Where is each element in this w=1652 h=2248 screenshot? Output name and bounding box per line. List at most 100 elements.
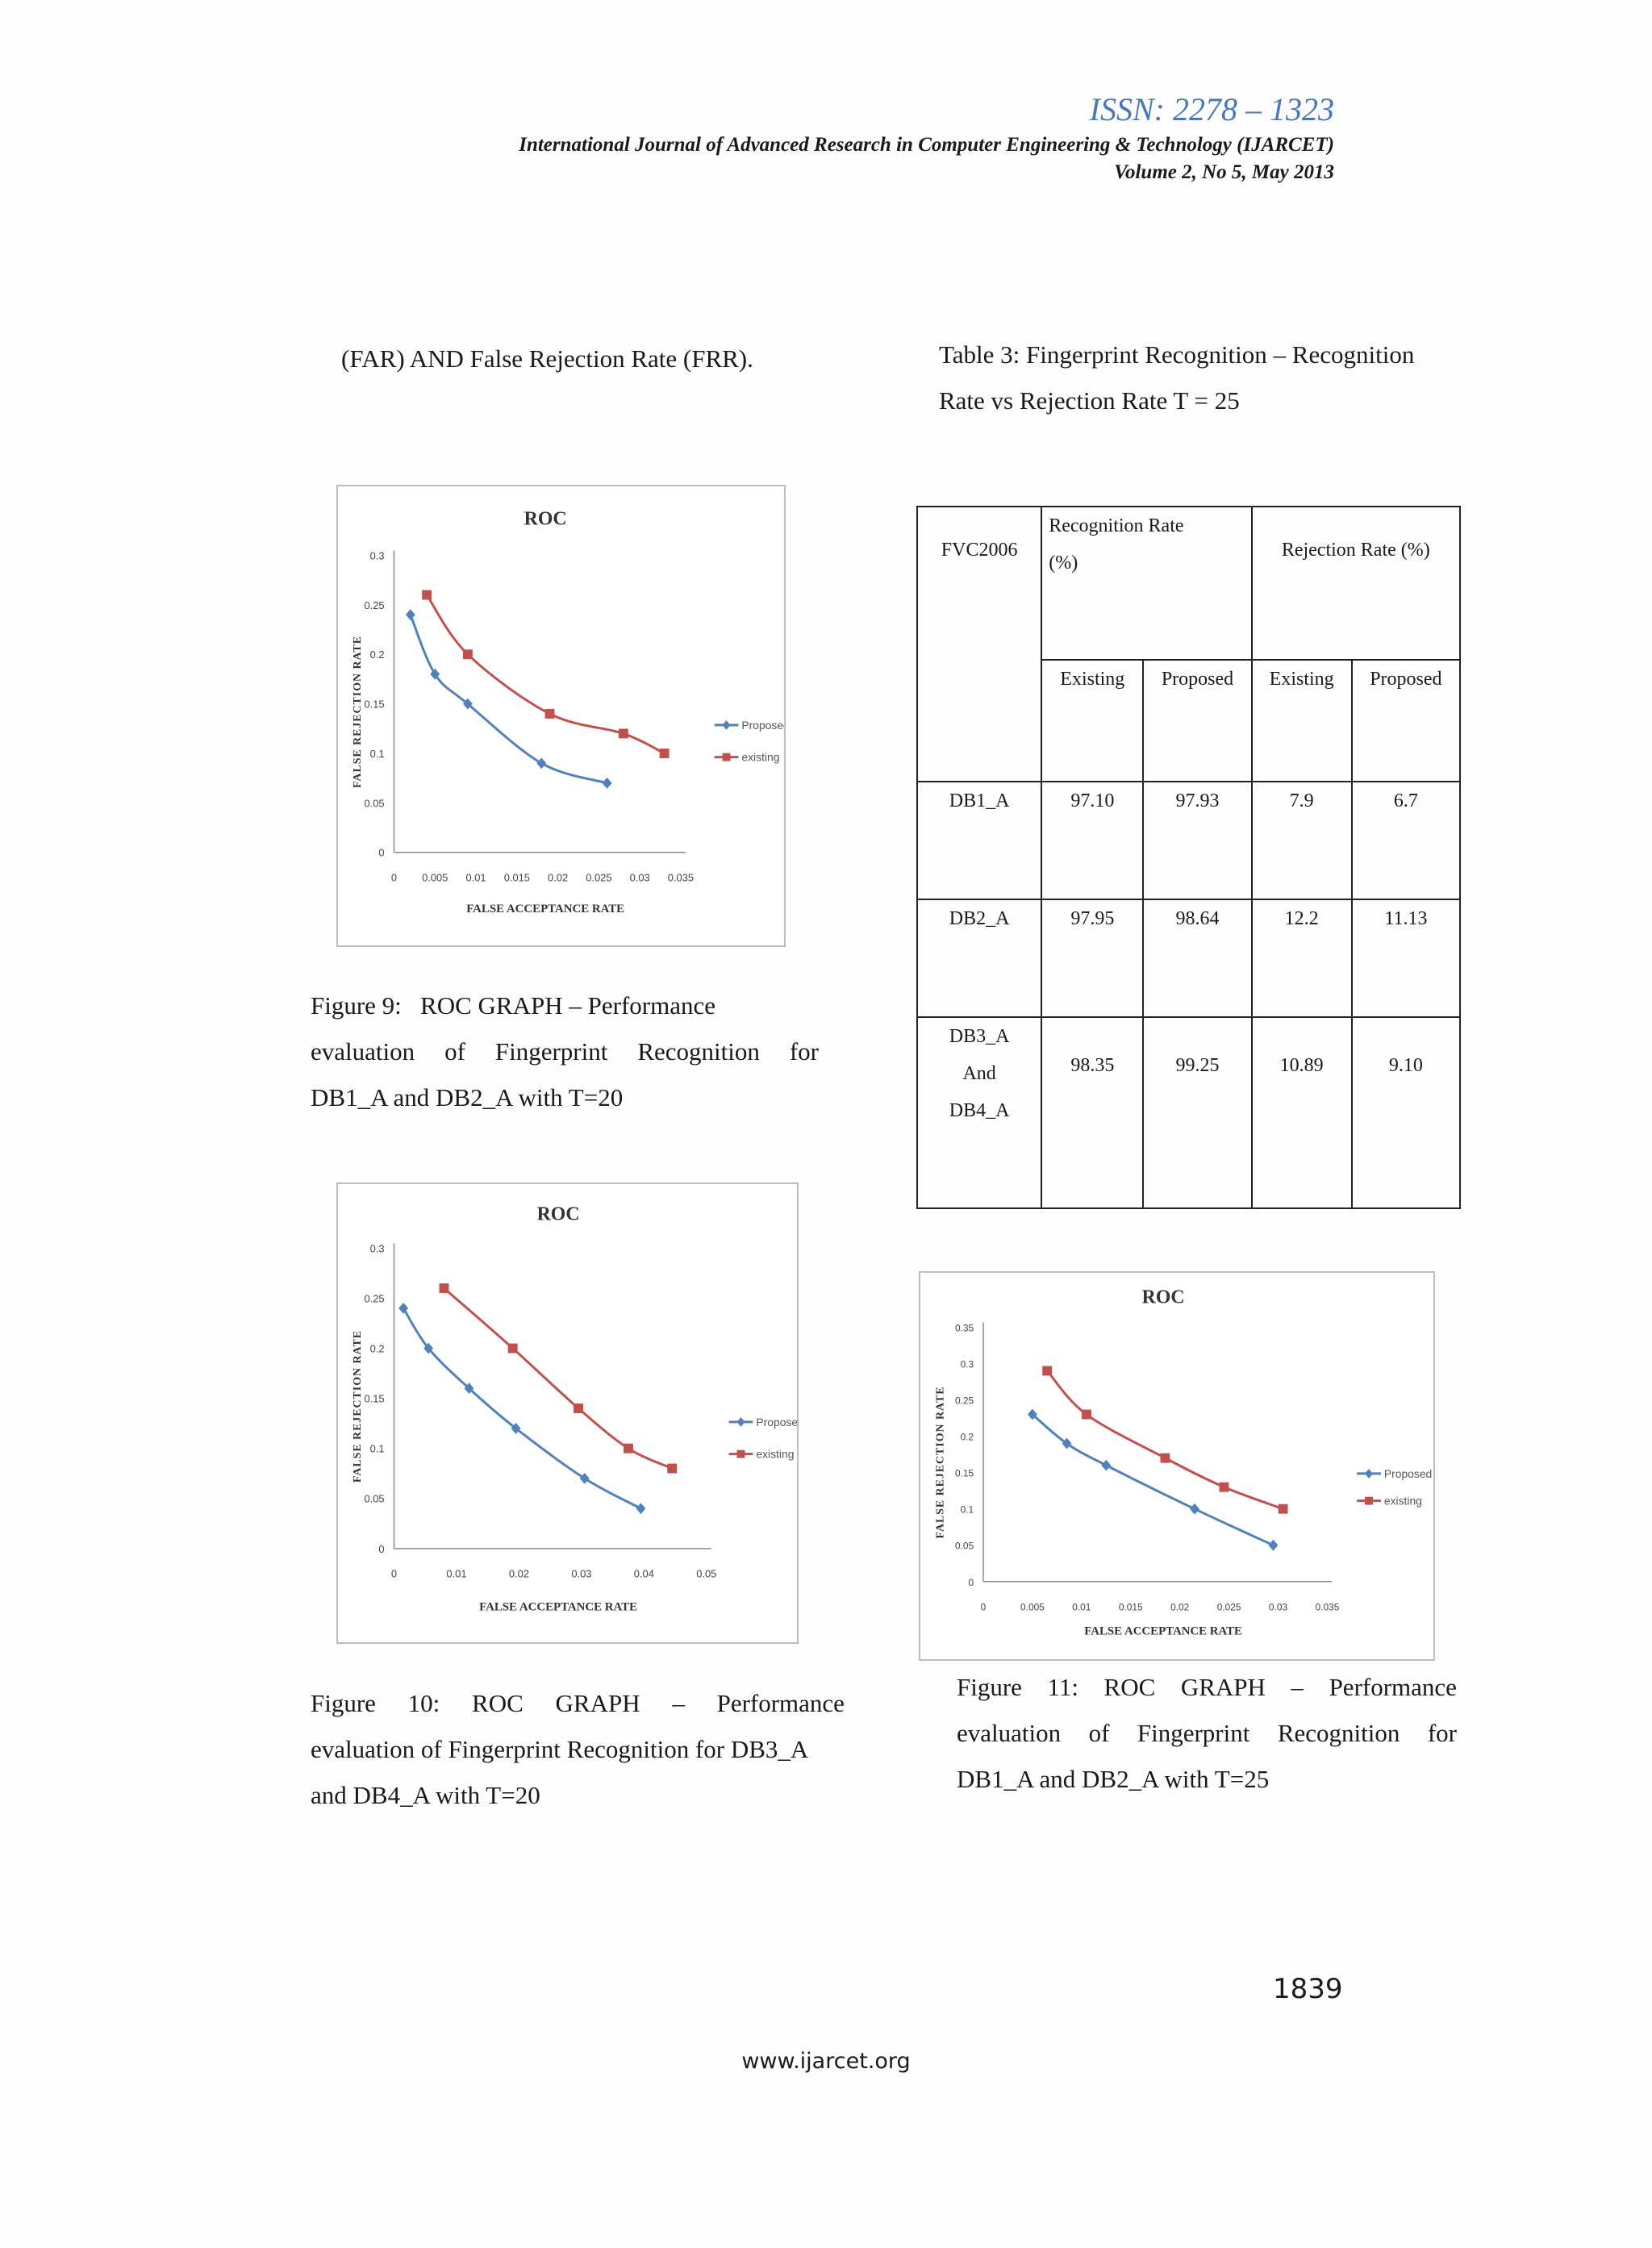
- table-row: DB2_A 97.95 98.64 12.2 11.13: [916, 899, 1462, 1019]
- data-point-proposed: [1101, 1459, 1112, 1471]
- x-tick-label: 0.01: [1072, 1602, 1091, 1613]
- data-point-existing: [574, 1403, 583, 1413]
- fig10-caption-line-2: evaluation of Fingerprint Recognition fo…: [311, 1735, 809, 1763]
- fig10-caption-line-1: Figure 10: ROC GRAPH – Performance: [311, 1689, 845, 1717]
- data-point-existing: [507, 1343, 518, 1353]
- roc-chart-fig11: ROC 0 0.005 0.01 0.015 0.02 0.025 0.03 0.035 0 0.0…: [934, 1287, 1432, 1638]
- x-tick-label: 0.02: [509, 1568, 529, 1580]
- data-point-proposed: [1268, 1539, 1279, 1551]
- table-caption: Table 3: Fingerprint Recognition – Recog…: [939, 332, 1457, 423]
- table-row-label: DB2_A: [916, 899, 1043, 1019]
- table-cell: 97.93: [1142, 780, 1253, 901]
- table-cell: 11.13: [1350, 899, 1462, 1019]
- fig11-caption-line-3: DB1_A and DB2_A with T=25: [957, 1765, 1270, 1793]
- y-tick-label: 0.2: [370, 649, 385, 661]
- table-cell: 12.2: [1250, 899, 1353, 1019]
- table-cell: 9.10: [1350, 1016, 1462, 1209]
- x-tick-label: 0.04: [634, 1568, 654, 1580]
- y-tick-label: 0.3: [961, 1358, 974, 1370]
- series-line-existing: [425, 594, 665, 755]
- data-point-proposed: [511, 1422, 521, 1434]
- table-cell: 10.89: [1250, 1016, 1353, 1209]
- x-axis-label: FALSE ACCEPTANCE RATE: [466, 903, 624, 915]
- table-sub-header: Proposed: [1142, 659, 1253, 782]
- fig9-caption-line-2: evaluation of Fingerprint Recognition for: [311, 1037, 819, 1066]
- y-tick-label: 0.15: [365, 1393, 385, 1405]
- fig10-caption-line-3: and DB4_A with T=20: [311, 1781, 540, 1809]
- legend-marker-existing: [1365, 1496, 1373, 1505]
- data-point-existing: [1219, 1482, 1229, 1492]
- legend-label-proposed: Proposed: [1384, 1467, 1432, 1480]
- data-point-proposed: [1062, 1437, 1072, 1449]
- table-caption-line-2: Rate vs Rejection Rate T = 25: [939, 386, 1240, 415]
- data-point-proposed: [1190, 1503, 1199, 1515]
- chart-title: ROC: [524, 509, 567, 530]
- data-point-proposed: [602, 777, 612, 789]
- x-tick-label: 0.015: [1119, 1602, 1143, 1613]
- x-tick-label: 0.03: [630, 872, 650, 884]
- page-number: 1839: [1273, 1973, 1343, 2005]
- table-cell: 7.9: [1250, 780, 1353, 901]
- x-tick-label: 0.05: [696, 1568, 716, 1580]
- series-line-proposed: [1031, 1413, 1274, 1547]
- y-tick-label: 0.05: [364, 797, 384, 809]
- y-tick-label: 0.2: [961, 1432, 974, 1443]
- x-tick-label: 0: [981, 1602, 987, 1613]
- data-point-existing: [439, 1283, 449, 1294]
- table-cell: 98.35: [1041, 1016, 1145, 1209]
- y-tick-label: 0.25: [955, 1395, 974, 1407]
- table-row-label-line: DB4_A: [949, 1100, 1010, 1122]
- fig11-caption-line-2: evaluation of Fingerprint Recognition for: [957, 1719, 1457, 1747]
- x-tick-label: 0: [391, 872, 397, 884]
- y-tick-label: 0: [378, 1543, 384, 1555]
- legend-label-proposed: Proposed: [756, 1416, 797, 1428]
- data-point-proposed: [579, 1472, 590, 1484]
- table-cell: 97.95: [1041, 899, 1145, 1019]
- table-3: FVC2006 Recognition Rate (%) Rejection R…: [916, 505, 1462, 1209]
- table-row-label: DB3_A And DB4_A: [916, 1016, 1043, 1209]
- chart-title: ROC: [537, 1204, 580, 1225]
- x-tick-label: 0.005: [1020, 1602, 1045, 1613]
- y-tick-label: 0.25: [364, 599, 384, 611]
- legend-marker-proposed: [722, 719, 731, 730]
- data-point-proposed: [1027, 1408, 1037, 1420]
- y-tick-label: 0: [968, 1577, 974, 1588]
- y-tick-label: 0.1: [370, 1443, 385, 1455]
- legend-label-existing: existing: [741, 751, 779, 764]
- legend-label-existing: existing: [1384, 1495, 1422, 1508]
- data-point-proposed: [636, 1503, 646, 1515]
- figure-10-caption: Figure 10: ROC GRAPH – Performance evaluation…: [311, 1680, 845, 1818]
- y-tick-label: 0.05: [365, 1493, 385, 1505]
- y-axis-label: FALSE REJECTION RATE: [934, 1387, 946, 1539]
- data-point-existing: [462, 649, 473, 660]
- data-point-existing: [1042, 1366, 1053, 1376]
- table-group-recognition: Recognition Rate (%): [1041, 505, 1253, 661]
- y-tick-label: 0.2: [370, 1343, 385, 1355]
- x-tick-label: 0.03: [571, 1568, 591, 1580]
- table-group-rejection-label: Rejection Rate (%): [1281, 540, 1430, 561]
- table-row-label: DB1_A: [916, 780, 1043, 901]
- table-corner-cell: FVC2006: [916, 506, 1043, 782]
- table-sub-header: Existing: [1041, 659, 1145, 782]
- journal-volume: Volume 2, No 5, May 2013: [1114, 161, 1334, 183]
- y-tick-label: 0.3: [370, 549, 385, 561]
- x-tick-label: 0.01: [446, 1568, 466, 1580]
- data-point-existing: [544, 708, 555, 719]
- y-tick-label: 0: [378, 847, 384, 859]
- fig9-caption-line-3: DB1_A and DB2_A with T=20: [311, 1083, 624, 1111]
- x-tick-label: 0.02: [1170, 1602, 1190, 1613]
- table-row: DB1_A 97.10 97.93 7.9 6.7: [916, 780, 1462, 901]
- data-point-existing: [1278, 1504, 1288, 1514]
- fig9-caption-line-1: Figure 9: ROC GRAPH – Performance: [311, 991, 715, 1020]
- data-point-existing: [422, 590, 432, 600]
- issn: ISSN: 2278 – 1323: [1089, 91, 1334, 127]
- x-tick-label: 0.035: [668, 872, 694, 884]
- fig11-caption-line-1: Figure 11: ROC GRAPH – Performance: [957, 1673, 1457, 1701]
- x-axis-label: FALSE ACCEPTANCE RATE: [1084, 1624, 1242, 1637]
- figure-9-caption: Figure 9: ROC GRAPH – Performance evalua…: [311, 982, 819, 1120]
- figure-11-chart: ROC 0 0.005 0.01 0.015 0.02 0.025 0.03 0.035 0 0.0…: [919, 1271, 1435, 1661]
- figure-10-chart: ROC 0 0.01 0.02 0.03 0.04 0.05 0 0.05 0.1 0.15 0.2 0…: [336, 1182, 799, 1644]
- table-row-label-line: DB3_A: [949, 1026, 1010, 1048]
- y-tick-label: 0.15: [955, 1468, 974, 1479]
- x-tick-label: 0: [391, 1568, 397, 1580]
